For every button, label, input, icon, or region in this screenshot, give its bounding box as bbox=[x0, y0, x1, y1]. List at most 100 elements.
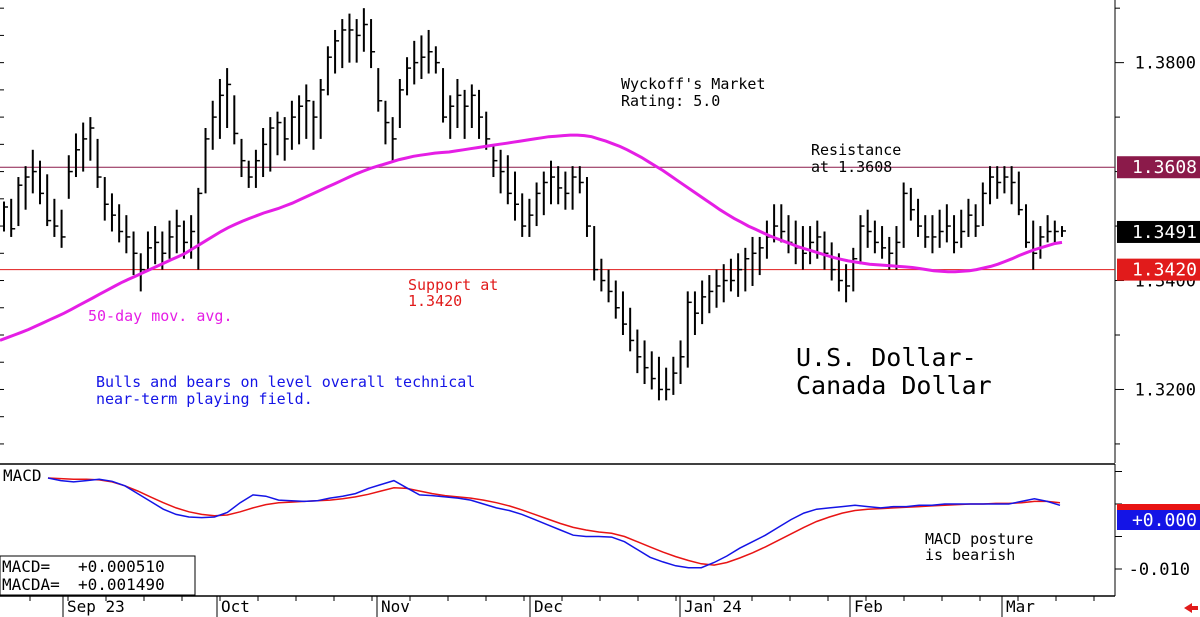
month-label: Sep 23 bbox=[67, 597, 125, 616]
price-bar bbox=[377, 68, 383, 112]
price-bar bbox=[578, 166, 584, 194]
time-axis-labels: Sep 23 Oct Nov Dec Jan 24 Feb Mar bbox=[67, 597, 1035, 616]
price-bar bbox=[866, 209, 872, 248]
price-bar bbox=[298, 95, 304, 145]
price-bar bbox=[528, 198, 534, 237]
price-bar bbox=[924, 215, 930, 248]
price-bar bbox=[168, 220, 174, 259]
price-bar bbox=[1032, 220, 1038, 270]
price-bar bbox=[549, 160, 555, 205]
resistance-annotation-line2: at 1.3608 bbox=[811, 158, 892, 176]
price-bar bbox=[391, 117, 397, 161]
price-bar bbox=[312, 100, 318, 150]
price-bar bbox=[585, 177, 591, 237]
price-bar bbox=[362, 8, 368, 52]
macd-readout-label: MACD= bbox=[2, 557, 50, 576]
price-bar bbox=[729, 258, 735, 292]
price-bar bbox=[226, 68, 232, 129]
price-bar bbox=[53, 198, 59, 237]
price-bar bbox=[240, 138, 246, 178]
price-bar bbox=[657, 356, 663, 401]
price-bar bbox=[514, 171, 520, 221]
price-bar bbox=[24, 166, 30, 210]
price-bar bbox=[110, 193, 116, 232]
last-price-badge-label: 1.3491 bbox=[1132, 222, 1197, 243]
month-label: Dec bbox=[534, 597, 563, 616]
price-bar bbox=[17, 177, 23, 227]
macd-annotation-line2: is bearish bbox=[925, 546, 1015, 564]
price-bar bbox=[722, 264, 728, 303]
price-bar bbox=[96, 138, 102, 188]
price-bar bbox=[1003, 166, 1009, 194]
price-bar bbox=[650, 351, 656, 390]
price-bar bbox=[326, 46, 332, 96]
price-bar bbox=[823, 231, 829, 270]
price-bar bbox=[74, 133, 80, 178]
price-bar bbox=[751, 236, 757, 286]
price-bar bbox=[708, 275, 714, 314]
price-bar bbox=[593, 226, 599, 281]
price-bar bbox=[254, 149, 260, 188]
price-bar bbox=[348, 13, 354, 63]
price-bar bbox=[406, 57, 412, 96]
support-annotation-line2: 1.3420 bbox=[408, 292, 462, 310]
price-bar bbox=[247, 160, 253, 188]
rating-annotation-line2: Rating: 5.0 bbox=[621, 92, 720, 110]
price-bar bbox=[204, 128, 210, 194]
price-bar bbox=[679, 340, 685, 385]
price-bar bbox=[1039, 226, 1045, 259]
macd-axis-tick-label: -0.010 bbox=[1129, 560, 1190, 580]
price-bar bbox=[197, 187, 203, 270]
price-bar bbox=[953, 215, 959, 254]
month-label: Feb bbox=[854, 597, 883, 616]
price-bar bbox=[845, 264, 851, 303]
price-bar bbox=[499, 149, 505, 194]
price-bar bbox=[909, 187, 915, 221]
macd-panel: MACD -0.010 MACD posture is bearish MACD… bbox=[0, 464, 1200, 596]
comment-annotation-line1: Bulls and bears on level overall technic… bbox=[96, 373, 475, 391]
price-bar bbox=[614, 280, 620, 319]
price-bar bbox=[89, 117, 95, 161]
price-bar bbox=[600, 258, 606, 292]
resistance-badge-label: 1.3608 bbox=[1132, 157, 1197, 178]
price-bar bbox=[881, 226, 887, 259]
price-bar bbox=[535, 182, 541, 227]
price-bar bbox=[859, 215, 865, 265]
price-bar bbox=[1061, 226, 1066, 237]
price-bar bbox=[103, 177, 109, 221]
price-bar bbox=[996, 166, 1002, 199]
price-bar bbox=[449, 95, 455, 139]
price-bar bbox=[384, 100, 390, 145]
price-bar bbox=[305, 84, 311, 139]
comment-annotation-line2: near-term playing field. bbox=[96, 390, 313, 408]
scroll-left-arrow-icon[interactable] bbox=[1184, 603, 1198, 613]
price-bar bbox=[873, 220, 879, 254]
price-bar bbox=[319, 78, 325, 139]
support-badge-label: 1.3420 bbox=[1132, 260, 1197, 281]
price-bar bbox=[701, 280, 707, 325]
price-bar bbox=[38, 160, 44, 205]
last-price-badge: 1.3491 bbox=[1117, 220, 1200, 243]
price-bar bbox=[1053, 220, 1059, 243]
price-bar bbox=[290, 100, 296, 150]
price-bar bbox=[967, 198, 973, 237]
price-bar bbox=[715, 269, 721, 308]
moving-average-label: 50-day mov. avg. bbox=[88, 307, 233, 325]
macd-line bbox=[47, 477, 1061, 569]
price-bar bbox=[398, 78, 404, 129]
price-bar bbox=[960, 209, 966, 248]
macd-annotation-line1: MACD posture bbox=[925, 530, 1033, 548]
price-axis-tick-label: 1.3800 bbox=[1135, 54, 1196, 74]
price-bar bbox=[82, 122, 88, 172]
month-label: Mar bbox=[1006, 597, 1035, 616]
price-bar bbox=[132, 231, 138, 276]
chart-title-line1: U.S. Dollar- bbox=[796, 343, 977, 372]
macd-readout-box: MACD= +0.000510 MACDA= +0.001490 bbox=[0, 555, 196, 596]
price-bar bbox=[564, 171, 570, 210]
price-bar bbox=[917, 198, 923, 237]
price-bar bbox=[686, 291, 692, 368]
support-annotation-line1: Support at bbox=[408, 276, 498, 294]
moving-average-line bbox=[0, 133, 1063, 342]
price-bar bbox=[262, 128, 268, 178]
